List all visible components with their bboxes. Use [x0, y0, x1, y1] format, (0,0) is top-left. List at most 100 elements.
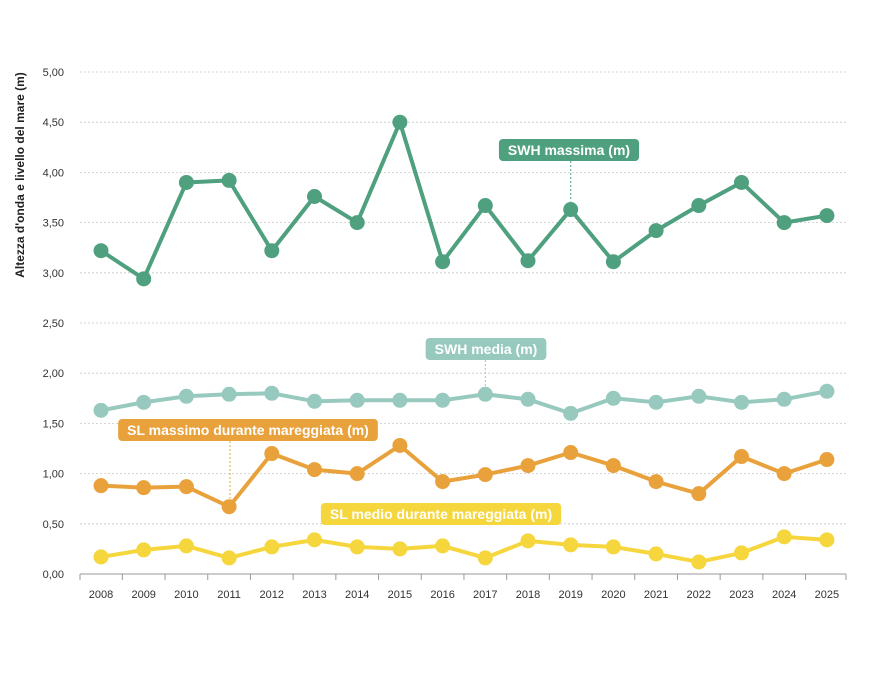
data-point [93, 549, 109, 565]
data-point [520, 253, 536, 269]
x-tick-label: 2017 [473, 589, 497, 601]
y-tick-label: 3,50 [43, 218, 64, 230]
series-layer [93, 114, 835, 570]
data-point [349, 215, 365, 231]
data-point [392, 541, 408, 557]
series-label-text: SL massimo durante mareggiata (m) [127, 422, 369, 438]
data-point [605, 458, 621, 474]
data-point [605, 539, 621, 555]
x-tick-label: 2018 [516, 589, 540, 601]
x-axis: 2008 2009 2010 2011 2012 2013 2014 2015 2016 2017… [79, 573, 847, 601]
data-point [349, 392, 365, 408]
data-point [776, 215, 792, 231]
data-point [520, 458, 536, 474]
series-label-box [498, 139, 640, 161]
data-point [392, 392, 408, 408]
data-point [93, 478, 109, 494]
y-tick-label: 4,50 [43, 117, 64, 129]
data-point [221, 499, 237, 515]
y-tick-label: 4,00 [43, 167, 64, 179]
x-tick-label: 2015 [388, 589, 412, 601]
data-point [221, 550, 237, 566]
series-label-1: SWH massima (m) [498, 139, 640, 202]
data-point [520, 533, 536, 549]
x-tick-label: 2016 [430, 589, 454, 601]
series-label-4: SL medio durante mareggiata (m) [320, 503, 562, 525]
data-point [307, 532, 322, 548]
series-line [99, 443, 829, 509]
data-point [563, 405, 579, 421]
data-point [136, 480, 152, 496]
series-line [99, 389, 829, 416]
data-point [819, 532, 835, 548]
y-tick-label: 5,00 [43, 67, 64, 79]
data-point [392, 437, 408, 453]
data-point [307, 188, 322, 204]
series-label-box [425, 338, 547, 360]
data-point [734, 394, 749, 410]
data-point [221, 172, 237, 188]
series-label-3: SL massimo durante mareggiata (m) [118, 419, 378, 499]
series-1 [93, 114, 835, 287]
data-point [264, 539, 280, 555]
series-2 [93, 383, 835, 421]
series-3 [93, 437, 835, 515]
x-tick-label: 2014 [345, 589, 369, 601]
data-point [178, 538, 194, 554]
data-point [435, 538, 451, 554]
y-tick-label: 3,00 [43, 268, 64, 280]
data-point [392, 114, 408, 130]
data-point [691, 388, 707, 404]
grid-lines [80, 71, 846, 525]
series-label-box [118, 419, 378, 441]
data-point [648, 394, 664, 410]
data-point [307, 393, 322, 409]
data-point [264, 446, 280, 462]
data-point [776, 529, 792, 545]
data-point [307, 462, 322, 478]
series-label-text: SL medio durante mareggiata (m) [330, 506, 552, 522]
y-tick-label: 0,00 [43, 569, 64, 581]
data-point [477, 386, 493, 402]
data-point [136, 271, 152, 287]
data-point [520, 391, 536, 407]
data-point [435, 392, 451, 408]
x-tick-label: 2023 [729, 589, 753, 601]
data-point [648, 223, 664, 239]
data-point [776, 391, 792, 407]
data-point [178, 479, 194, 495]
x-tick-label: 2012 [260, 589, 284, 601]
series-line [99, 120, 829, 281]
data-point [605, 390, 621, 406]
y-axis: 0,00 0,50 1,00 1,50 2,00 2,50 3,00 3,50 4,00 4,50… [43, 67, 64, 581]
x-tick-label: 2009 [131, 589, 155, 601]
data-point [477, 550, 493, 566]
series-label-text: SWH media (m) [435, 341, 538, 357]
data-point [776, 466, 792, 482]
data-point [477, 198, 493, 214]
data-point [734, 174, 749, 190]
x-tick-label: 2025 [815, 589, 839, 601]
data-point [264, 385, 280, 401]
data-point [93, 243, 109, 259]
data-point [435, 254, 451, 270]
data-point [264, 243, 280, 259]
x-tick-label: 2013 [302, 589, 326, 601]
data-point [477, 467, 493, 483]
x-tick-label: 2010 [174, 589, 198, 601]
data-point [691, 554, 707, 570]
x-tick-label: 2024 [772, 589, 796, 601]
data-point [648, 474, 664, 490]
x-tick-label: 2020 [601, 589, 625, 601]
series-label-text: SWH massima (m) [508, 142, 630, 158]
data-point [563, 202, 579, 218]
x-tick-label: 2021 [644, 589, 668, 601]
data-point [648, 546, 664, 562]
y-tick-label: 2,00 [43, 368, 64, 380]
data-point [819, 452, 835, 468]
y-tick-label: 1,00 [43, 469, 64, 481]
data-point [178, 388, 194, 404]
data-point [435, 474, 451, 490]
data-point [563, 445, 579, 461]
